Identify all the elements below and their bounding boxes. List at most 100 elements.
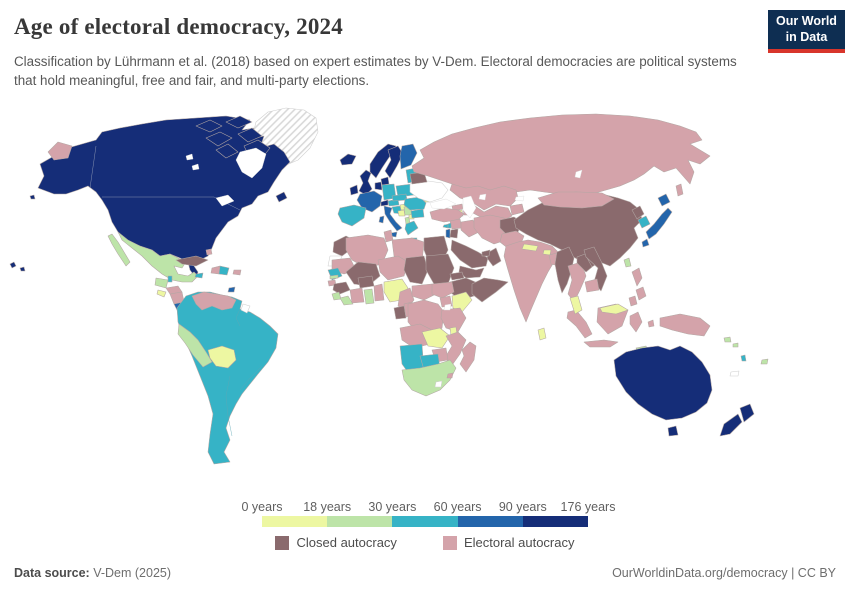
country-lesotho[interactable] — [434, 380, 443, 388]
legend-gradient-segment[interactable] — [262, 516, 328, 527]
country-south-sudan[interactable] — [431, 281, 455, 299]
country-canada[interactable] — [195, 115, 288, 203]
country-trinidad-tobago[interactable] — [227, 286, 236, 293]
world-map[interactable] — [0, 100, 850, 500]
country-jamaica[interactable] — [194, 272, 204, 279]
country-mozambique[interactable] — [445, 331, 467, 369]
country-north-korea[interactable] — [631, 205, 645, 220]
country-venezuela[interactable] — [191, 291, 237, 311]
country-chad[interactable] — [403, 255, 429, 285]
country-cambodia[interactable] — [584, 278, 600, 293]
country-new-zealand[interactable] — [719, 403, 755, 437]
country-dominican-republic[interactable] — [218, 265, 230, 276]
country-oman[interactable] — [486, 247, 502, 267]
country-madagascar[interactable] — [459, 341, 477, 373]
country-bolivia[interactable] — [207, 345, 237, 369]
country-solomon-islands[interactable] — [723, 336, 739, 348]
country-el-salvador[interactable] — [156, 289, 167, 298]
country-vanuatu[interactable] — [740, 354, 747, 362]
country-nepal[interactable] — [521, 243, 539, 252]
country-french-guiana[interactable] — [240, 303, 251, 314]
country-zambia[interactable] — [421, 327, 451, 349]
country-philippines[interactable] — [628, 267, 647, 307]
country-gabon[interactable] — [393, 305, 407, 320]
country-saudi-arabia[interactable] — [450, 239, 489, 269]
country-ireland[interactable] — [349, 184, 359, 196]
country-south-korea[interactable] — [637, 215, 651, 229]
country-myanmar[interactable] — [554, 246, 575, 294]
country-guatemala[interactable] — [154, 277, 169, 289]
country-spain[interactable] — [337, 204, 367, 227]
country-sudan[interactable] — [425, 253, 455, 285]
country-mexico[interactable] — [107, 231, 199, 283]
map-canvas[interactable] — [0, 100, 850, 500]
country-kenya[interactable] — [451, 291, 473, 313]
country-belize[interactable] — [167, 275, 173, 283]
country-turkey[interactable] — [429, 207, 465, 223]
country-burkina-faso[interactable] — [357, 275, 375, 289]
country-brazil[interactable] — [176, 291, 279, 465]
country-central-african-republic[interactable] — [411, 283, 437, 301]
country-new-caledonia[interactable] — [729, 370, 740, 377]
country-bosnia-herzegovina[interactable] — [397, 209, 406, 217]
country-japan[interactable] — [641, 193, 673, 248]
country-peru[interactable] — [177, 323, 213, 368]
country-jordan[interactable] — [449, 228, 459, 239]
country-haiti[interactable] — [210, 265, 221, 275]
legend-gradient-segment[interactable] — [457, 516, 523, 527]
country-iceland[interactable] — [339, 153, 357, 166]
country-yemen[interactable] — [458, 265, 485, 279]
country-liberia[interactable] — [339, 295, 354, 306]
footer-attribution[interactable]: OurWorldinData.org/democracy | CC BY — [612, 566, 836, 580]
country-russia[interactable] — [411, 113, 711, 197]
country-taiwan[interactable] — [623, 257, 632, 268]
country-bahamas[interactable] — [205, 248, 213, 256]
country-eswatini[interactable] — [446, 372, 454, 379]
country-switzerland[interactable] — [380, 199, 389, 207]
country-israel[interactable] — [445, 228, 451, 239]
country-syria[interactable] — [449, 218, 463, 230]
country-ukraine[interactable] — [409, 180, 449, 203]
country-niger[interactable] — [377, 255, 409, 281]
legend-gradient-segment[interactable] — [522, 516, 589, 527]
country-gambia[interactable] — [329, 274, 339, 280]
category-electoral-autocracy[interactable]: Electoral autocracy — [442, 535, 575, 550]
country-united-arab-emirates[interactable] — [481, 249, 491, 257]
country-russia[interactable] — [47, 141, 73, 161]
country-benin[interactable] — [373, 283, 385, 302]
country-denmark[interactable] — [380, 176, 390, 186]
country-france[interactable] — [356, 190, 383, 213]
country-somalia[interactable] — [471, 277, 509, 303]
country-lebanon[interactable] — [447, 222, 452, 229]
country-puerto-rico[interactable] — [232, 269, 242, 276]
country-mongolia[interactable] — [537, 191, 615, 209]
legend-tick: 60 years — [433, 500, 482, 514]
country-ghana[interactable] — [363, 288, 375, 305]
country-sri-lanka[interactable] — [537, 327, 547, 341]
country-united-kingdom[interactable] — [358, 169, 373, 196]
country-eritrea[interactable] — [449, 271, 465, 281]
country-sweden[interactable] — [384, 145, 404, 179]
country-australia[interactable] — [613, 345, 713, 437]
country-bulgaria[interactable] — [410, 208, 425, 219]
country-kyrgyzstan[interactable] — [509, 203, 525, 216]
country-south-africa[interactable] — [401, 359, 457, 397]
country-guinea[interactable] — [332, 281, 351, 295]
legend-gradient-segment[interactable] — [392, 516, 458, 527]
country-papua-new-guinea[interactable] — [659, 313, 711, 337]
country-india[interactable] — [503, 239, 559, 323]
country-fiji[interactable] — [760, 358, 769, 365]
country-finland[interactable] — [399, 143, 418, 170]
country-cote-divoire[interactable] — [349, 287, 365, 304]
country-malaysia[interactable] — [569, 295, 629, 315]
owid-logo[interactable]: Our World in Data — [768, 10, 845, 53]
country-cuba[interactable] — [175, 255, 209, 267]
country-laos[interactable] — [576, 253, 593, 273]
country-netherlands[interactable] — [374, 181, 383, 191]
country-indonesia[interactable] — [566, 303, 655, 348]
country-vietnam[interactable] — [583, 246, 608, 292]
country-tunisia[interactable] — [383, 229, 394, 243]
country-bhutan[interactable] — [542, 249, 552, 256]
category-closed-autocracy[interactable]: Closed autocracy — [275, 535, 397, 550]
legend-gradient-segment[interactable] — [327, 516, 393, 527]
